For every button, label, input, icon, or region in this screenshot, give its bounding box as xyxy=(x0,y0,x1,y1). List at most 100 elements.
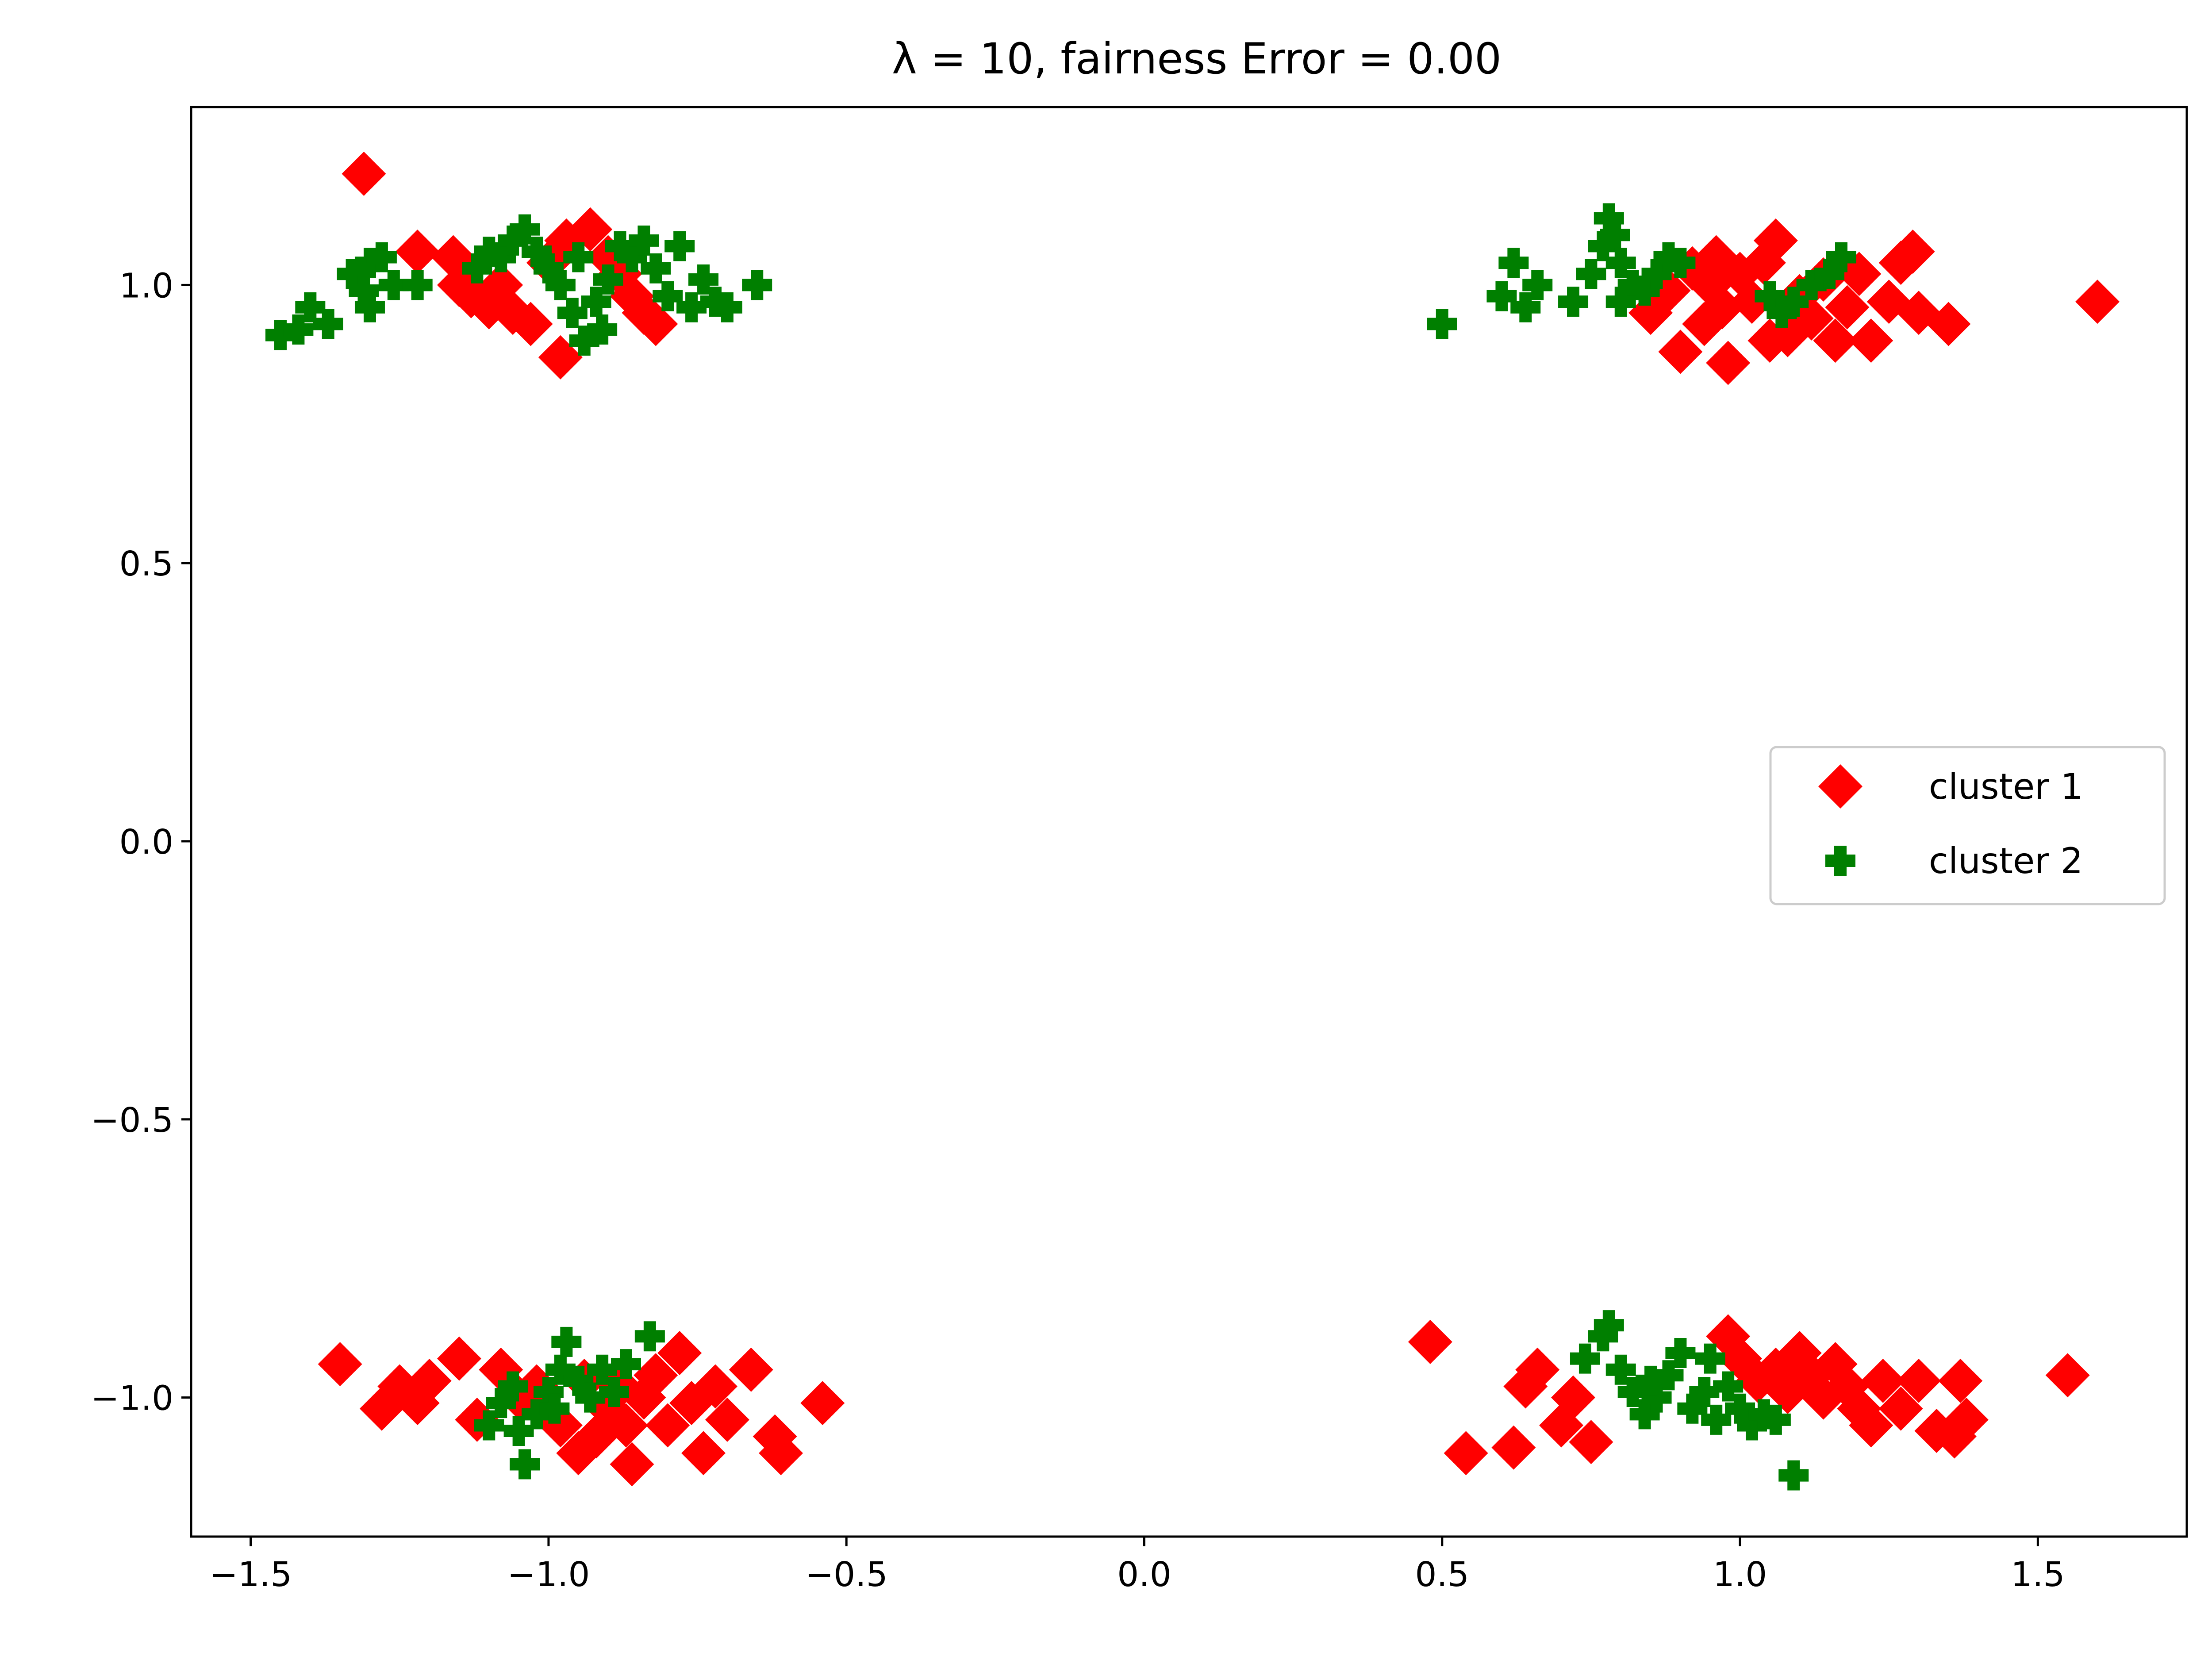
data-point xyxy=(1600,220,1630,250)
legend-label-1: cluster 1 xyxy=(1929,766,2083,807)
data-point xyxy=(593,264,623,295)
data-point xyxy=(498,1371,528,1402)
data-point xyxy=(1617,1377,1648,1407)
data-point xyxy=(693,1364,737,1409)
data-point xyxy=(1486,281,1517,311)
data-point xyxy=(1878,1386,1923,1431)
data-point xyxy=(437,1336,481,1381)
data-point xyxy=(1767,298,1797,328)
y-axis: −1.0 −0.5 0.0 0.5 1.0 xyxy=(91,266,191,1418)
data-point xyxy=(1408,1319,1452,1364)
data-point xyxy=(634,1353,678,1398)
data-point xyxy=(2075,280,2120,324)
data-point xyxy=(1695,1343,1725,1374)
data-point xyxy=(378,270,409,300)
data-point xyxy=(1778,287,1809,317)
data-point xyxy=(1427,309,1457,339)
data-point xyxy=(1861,1358,1905,1403)
data-point xyxy=(1665,248,1696,278)
data-point xyxy=(610,1442,654,1487)
data-point xyxy=(563,242,594,272)
data-point xyxy=(1576,259,1606,289)
data-point xyxy=(1636,1365,1666,1396)
data-point xyxy=(1890,229,1935,274)
data-point xyxy=(508,302,553,346)
data-point xyxy=(645,1403,690,1448)
data-point xyxy=(676,292,707,322)
data-point xyxy=(688,264,719,295)
data-point xyxy=(402,270,433,300)
x-tick-label: −1.0 xyxy=(507,1555,590,1595)
legend-marker-1 xyxy=(1818,764,1863,809)
data-point xyxy=(1796,270,1827,300)
data-point xyxy=(1778,1460,1809,1491)
data-point xyxy=(581,287,611,317)
data-point xyxy=(1653,1360,1684,1391)
y-tick-label: −0.5 xyxy=(91,1101,173,1140)
data-point xyxy=(1491,1425,1536,1470)
data-point xyxy=(1605,287,1636,317)
data-point xyxy=(503,1416,534,1446)
data-point xyxy=(634,1321,665,1352)
y-tick-label: 1.0 xyxy=(119,266,173,306)
data-point xyxy=(1658,330,1703,374)
x-tick-label: 1.0 xyxy=(1713,1555,1767,1595)
data-point xyxy=(354,292,385,322)
data-point xyxy=(759,1431,803,1476)
data-point xyxy=(1814,259,1845,289)
data-point xyxy=(587,1354,618,1385)
data-point xyxy=(1594,1310,1624,1341)
data-point xyxy=(1605,1354,1636,1385)
legend-box xyxy=(1769,746,2166,905)
data-point xyxy=(533,253,564,284)
data-point xyxy=(575,1382,606,1413)
data-point xyxy=(712,292,742,322)
series-2 xyxy=(265,203,1856,1491)
x-tick-label: 0.5 xyxy=(1415,1555,1469,1595)
data-point xyxy=(611,1349,641,1380)
data-point xyxy=(486,242,516,272)
data-point xyxy=(1551,1375,1596,1420)
data-point xyxy=(729,1347,773,1392)
data-point xyxy=(545,1354,576,1385)
data-point xyxy=(349,276,379,306)
data-point xyxy=(664,231,695,261)
legend-marker-2 xyxy=(1825,846,1855,876)
y-tick-label: −1.0 xyxy=(91,1379,173,1418)
x-tick-label: −0.5 xyxy=(805,1555,888,1595)
data-point xyxy=(1813,318,1858,363)
data-point xyxy=(1737,1410,1767,1441)
data-point xyxy=(1665,1338,1696,1368)
data-point xyxy=(1444,1431,1488,1476)
data-point xyxy=(1498,248,1529,278)
data-point xyxy=(510,214,540,245)
data-point xyxy=(366,242,397,272)
data-point xyxy=(1641,1382,1672,1413)
data-point xyxy=(563,1365,594,1396)
x-tick-label: −1.5 xyxy=(209,1555,292,1595)
data-point xyxy=(641,253,671,284)
data-point xyxy=(1588,231,1618,261)
data-point xyxy=(539,1393,570,1424)
data-point xyxy=(1826,242,1856,272)
y-tick-label: 0.0 xyxy=(119,823,173,862)
data-point xyxy=(1558,287,1589,317)
x-axis: −1.5 −1.0 −0.5 0.0 0.5 1.0 1.5 xyxy=(209,1537,2065,1595)
data-point xyxy=(653,281,683,311)
data-point xyxy=(1515,1347,1560,1392)
data-point xyxy=(742,270,772,300)
data-point xyxy=(1641,259,1672,289)
data-point xyxy=(486,1388,516,1418)
y-tick-label: 0.5 xyxy=(119,544,173,584)
data-point xyxy=(1522,270,1553,300)
data-point xyxy=(599,1377,630,1407)
data-point xyxy=(800,1381,845,1426)
data-point xyxy=(1926,302,1971,346)
x-tick-label: 1.5 xyxy=(2011,1555,2065,1595)
plot-frame xyxy=(190,106,2188,1538)
data-point xyxy=(617,242,647,272)
data-point xyxy=(318,1342,362,1387)
plot-markers xyxy=(265,151,2120,1491)
data-point xyxy=(1605,248,1636,278)
